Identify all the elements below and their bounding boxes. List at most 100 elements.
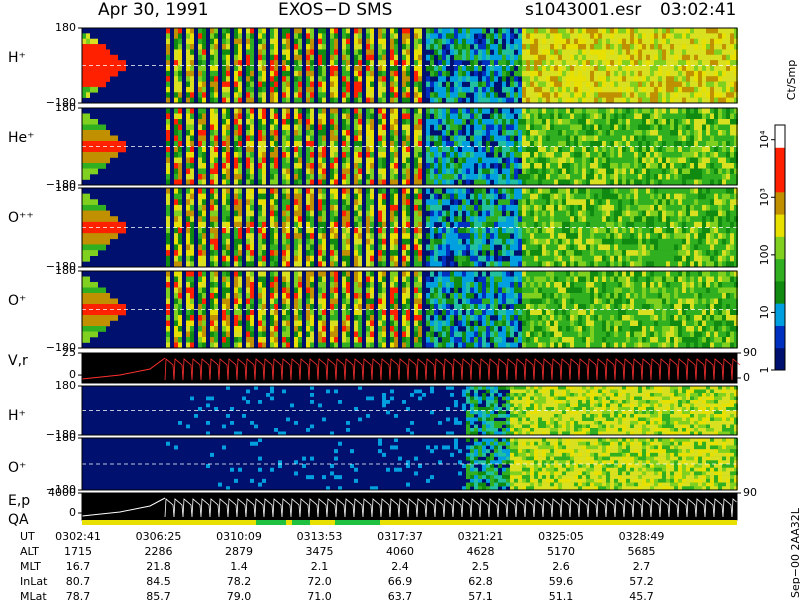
cell (174, 97, 178, 104)
cell (574, 157, 578, 164)
cell (474, 81, 478, 88)
cell (294, 221, 298, 228)
cell (274, 141, 278, 147)
cell (190, 255, 194, 262)
cell (506, 216, 510, 223)
cell (586, 92, 590, 98)
cell (450, 119, 454, 125)
cell (354, 146, 358, 153)
cell (482, 168, 486, 175)
cell (490, 204, 494, 211)
cell (298, 227, 302, 234)
cell (566, 179, 570, 186)
cell (178, 44, 182, 50)
cell (258, 49, 262, 56)
cell (626, 238, 630, 245)
cell (262, 65, 266, 72)
cell (102, 130, 106, 136)
cell (558, 193, 562, 200)
cell (174, 119, 178, 125)
cell (174, 244, 178, 251)
cell (578, 49, 582, 56)
cell (578, 54, 582, 61)
cell (366, 81, 370, 88)
cell (522, 49, 526, 56)
cell (526, 261, 530, 268)
cell (506, 119, 510, 125)
cell (614, 146, 618, 153)
cell (682, 210, 686, 217)
cell (478, 65, 482, 72)
cell (594, 119, 598, 125)
cell (282, 54, 286, 61)
cell (686, 86, 690, 93)
cell (666, 124, 670, 131)
cell (178, 179, 182, 186)
cell (554, 81, 558, 88)
cell (426, 38, 430, 45)
cell (546, 163, 550, 169)
cell (274, 119, 278, 125)
cell (582, 244, 586, 251)
cell (586, 28, 590, 34)
cell (698, 97, 702, 104)
cell (234, 179, 238, 186)
cell (354, 244, 358, 251)
cell (438, 92, 442, 98)
cell (442, 179, 446, 186)
cell (178, 227, 182, 234)
cell (342, 261, 346, 268)
cell (258, 244, 262, 251)
cell (674, 244, 678, 251)
cell (490, 60, 494, 66)
cell (602, 141, 606, 147)
cell (558, 33, 562, 40)
cell (346, 261, 350, 268)
cell (554, 113, 558, 120)
cell (270, 227, 274, 234)
cell (526, 124, 530, 131)
cell (626, 44, 630, 50)
cell (470, 255, 474, 262)
cell (578, 221, 582, 228)
cell (318, 54, 322, 61)
cell (558, 152, 562, 158)
cell (474, 204, 478, 211)
cell (638, 141, 642, 147)
cell (722, 92, 726, 98)
cell (234, 216, 238, 223)
cell (658, 44, 662, 50)
cell (690, 44, 694, 50)
cell (190, 119, 194, 125)
cell (714, 70, 718, 77)
cell (274, 250, 278, 257)
cell (110, 233, 114, 240)
cell (390, 210, 394, 217)
cell (270, 81, 274, 88)
cell (298, 97, 302, 104)
cell (486, 227, 490, 234)
cell (578, 119, 582, 125)
cell (570, 76, 574, 82)
cell (190, 44, 194, 50)
cell (358, 255, 362, 262)
cell (90, 216, 94, 223)
cell (390, 130, 394, 136)
cell (282, 119, 286, 125)
cell (718, 28, 722, 34)
cell (442, 108, 446, 114)
cell (710, 124, 714, 131)
cell (98, 65, 102, 72)
cell (262, 76, 266, 82)
cell (654, 163, 658, 169)
cell (546, 204, 550, 211)
cell (322, 174, 326, 180)
cell (654, 49, 658, 56)
cell (310, 92, 314, 98)
cell (702, 108, 706, 114)
cell (198, 113, 202, 120)
cell (438, 119, 442, 125)
cell (82, 38, 86, 45)
cell (550, 250, 554, 257)
cell (462, 244, 466, 251)
